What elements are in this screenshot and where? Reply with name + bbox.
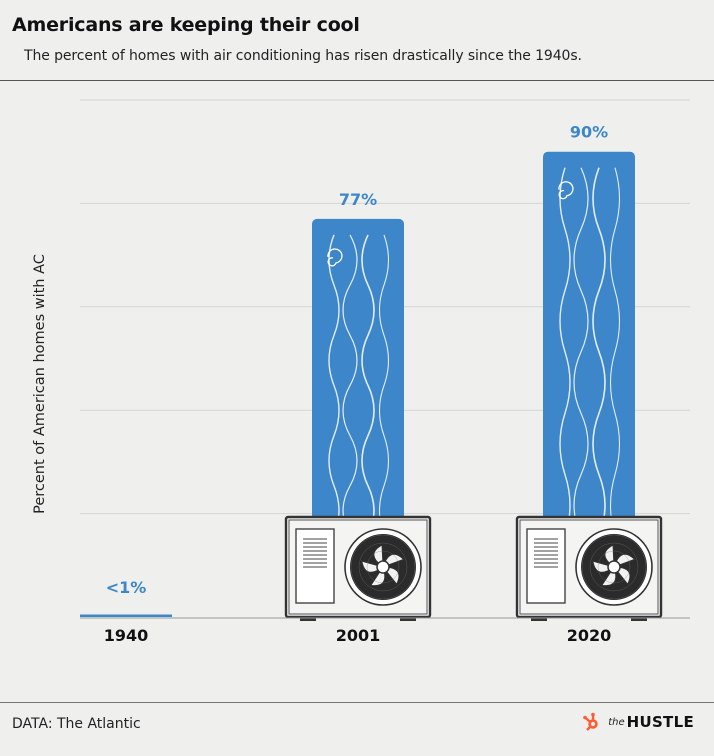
bar	[80, 614, 172, 617]
airflow-line	[592, 167, 606, 537]
airflow-line	[378, 234, 390, 537]
x-tick-label: 1940	[104, 626, 149, 645]
airflow-line	[559, 167, 571, 537]
chart-title: Americans are keeping their cool	[12, 14, 360, 36]
ac-fan-ring	[589, 542, 639, 592]
bar	[312, 218, 404, 540]
data-label: <1%	[106, 578, 147, 597]
ac-fan-hub	[607, 560, 621, 574]
airflow-line	[609, 167, 621, 537]
data-source: DATA: The Atlantic	[12, 716, 141, 732]
ac-foot	[400, 617, 416, 621]
data-label: 77%	[339, 190, 377, 209]
chart-subtitle: The percent of homes with air conditioni…	[24, 48, 582, 64]
footer-divider	[0, 702, 714, 703]
airflow-line	[342, 234, 358, 537]
ac-fan-ring	[366, 550, 400, 584]
x-tick-label: 2001	[336, 626, 381, 645]
ac-side-panel	[526, 528, 566, 604]
bar-chart: <1% 1940 77% 2001 90% 2020	[80, 99, 690, 645]
ac-side-panel	[295, 528, 335, 604]
ac-fan-hub	[376, 560, 390, 574]
hustle-logo: the HUSTLE	[582, 712, 694, 732]
airflow-line	[328, 234, 340, 537]
logo-prefix: the	[608, 716, 625, 728]
ac-foot	[300, 617, 316, 621]
airflow-swirl	[558, 181, 574, 200]
airflow-line	[573, 167, 589, 537]
x-tick-label: 2020	[567, 626, 612, 645]
ac-foot	[531, 617, 547, 621]
logo-name: HUSTLE	[626, 713, 694, 731]
ac-fan-ring	[350, 534, 416, 600]
ac-foot	[631, 617, 647, 621]
airflow-swirl	[327, 248, 343, 267]
header-divider	[0, 80, 714, 81]
bar	[543, 151, 635, 540]
ac-fan-ring	[597, 550, 631, 584]
ac-fan-ring	[581, 534, 647, 600]
data-label: 90%	[570, 123, 608, 142]
airflow-line	[361, 234, 375, 537]
ac-unit-frame	[288, 519, 428, 615]
ac-fan-ring	[358, 542, 408, 592]
ac-unit-frame	[519, 519, 659, 615]
sprocket-icon	[583, 712, 598, 731]
